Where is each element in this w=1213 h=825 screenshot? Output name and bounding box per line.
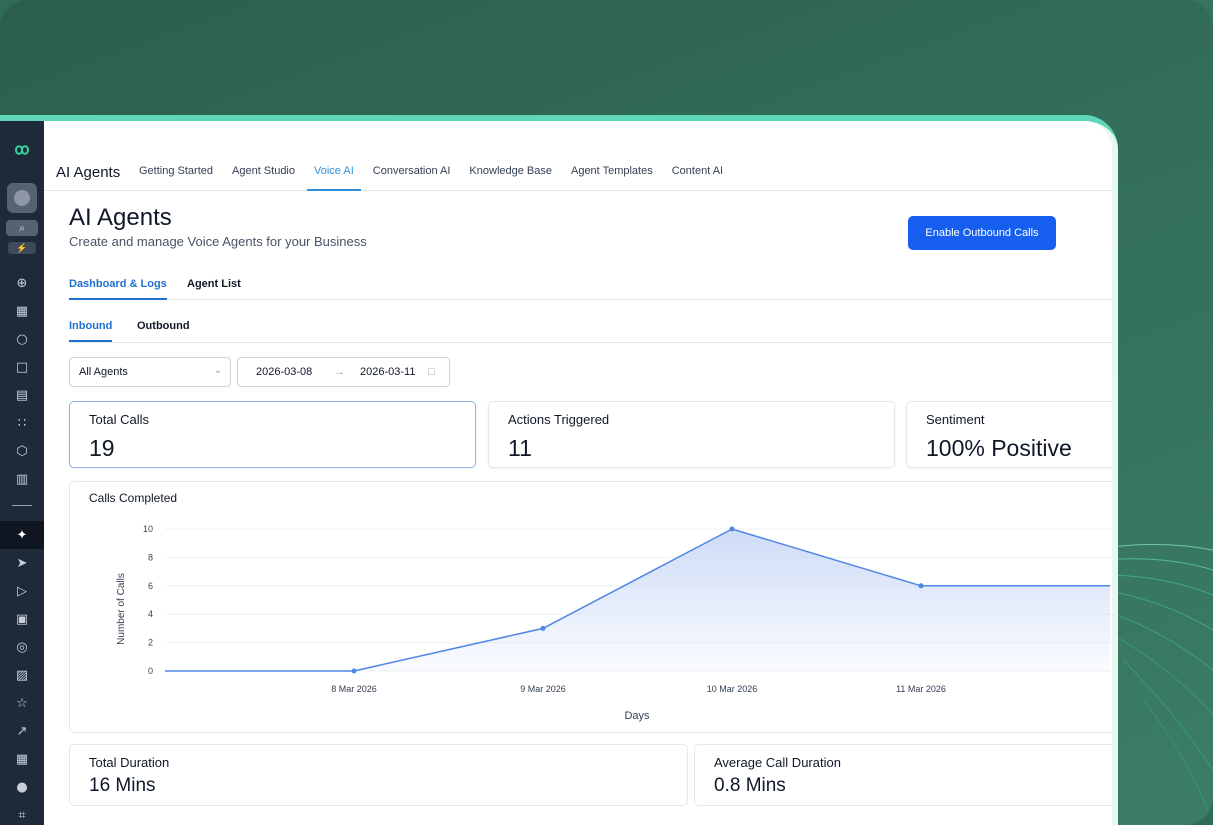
send-icon[interactable]: ➤ (16, 555, 28, 571)
data-point (351, 668, 357, 674)
actions-triggered-card: Actions Triggered 11 (488, 401, 895, 468)
launchpad-icon[interactable]: ⊕ (16, 275, 28, 291)
total-calls-value: 19 (89, 435, 115, 461)
site-icon[interactable]: ▣ (15, 611, 29, 627)
chat-icon[interactable]: ○ (16, 331, 28, 347)
y-tick-label: 0 (148, 666, 153, 676)
tab-dashboard-logs[interactable]: Dashboard & Logs (69, 278, 167, 300)
sentiment-card: Sentiment 100% Positive (906, 401, 1112, 468)
play-icon[interactable]: ▷ (17, 583, 27, 599)
tab-agent-list[interactable]: Agent List (187, 278, 241, 290)
x-axis-label: Days (624, 710, 650, 722)
nav-voice-ai[interactable]: Voice AI (307, 165, 361, 191)
contacts-icon[interactable]: ▤ (15, 387, 29, 403)
y-tick-label: 8 (148, 552, 153, 562)
date-end: 2026-03-11 (360, 366, 416, 378)
enable-outbound-calls-button[interactable]: Enable Outbound Calls (908, 216, 1056, 250)
box-icon[interactable]: ⬡ (16, 443, 28, 459)
calendar-icon: □ (428, 366, 435, 378)
app-window: ⌕ ⚡ ⊕ ▦ ○ □ ▤ ∷ ⬡ ▥ ✦ ➤ ▷ ▣ ◎ ▨ ☆ ↗ ▦ ● … (0, 115, 1118, 825)
frame-icon[interactable]: ⌗ (18, 807, 26, 823)
total-calls-card: Total Calls 19 (69, 401, 476, 468)
y-tick-label: 4 (148, 609, 153, 619)
total-duration-value: 16 Mins (89, 775, 156, 796)
secondary-tabs: Inbound Outbound (69, 320, 1112, 343)
logo-icon (14, 145, 30, 155)
calls-completed-chart: Calls Completed 0 2 4 6 8 10 8 Mar 2026 9 Mar 2… (69, 481, 1112, 733)
sentiment-value: 100% Positive (926, 435, 1072, 461)
ai-sparkle-icon[interactable]: ✦ (16, 527, 28, 543)
series-area (165, 529, 1110, 671)
agent-select[interactable]: All Agents ⌄ (69, 357, 231, 387)
nav-conversation-ai[interactable]: Conversation AI (372, 165, 451, 177)
tab-inbound[interactable]: Inbound (69, 320, 113, 342)
nav-knowledge-base[interactable]: Knowledge Base (469, 165, 552, 177)
calendar-icon[interactable]: □ (15, 359, 29, 375)
y-tick-label: 2 (148, 638, 153, 648)
nav-content-ai[interactable]: Content AI (671, 165, 724, 177)
image-icon[interactable]: ▨ (15, 667, 29, 683)
nav-agent-studio[interactable]: Agent Studio (232, 165, 295, 177)
actions-triggered-value: 11 (508, 435, 532, 461)
search-icon[interactable]: ⌕ (6, 220, 38, 236)
average-call-duration-label: Average Call Duration (714, 755, 841, 770)
sidebar-active-bg (0, 521, 44, 549)
app-title: AI Agents (56, 164, 121, 181)
dashboard-icon[interactable]: ▦ (15, 303, 29, 319)
x-tick-label: 11 Mar 2026 (896, 684, 946, 694)
average-call-duration-card: Average Call Duration 0.8 Mins (694, 744, 1112, 806)
nav-items: Getting Started Agent Studio Voice AI Co… (139, 165, 742, 191)
page-title: AI Agents (69, 204, 172, 231)
tab-outbound[interactable]: Outbound (137, 320, 190, 332)
agent-select-value: All Agents (79, 366, 128, 378)
trend-icon[interactable]: ↗ (16, 723, 28, 739)
nav-agent-templates[interactable]: Agent Templates (570, 165, 653, 177)
data-point (540, 625, 546, 631)
average-call-duration-value: 0.8 Mins (714, 775, 786, 796)
series-line (165, 528, 1110, 672)
chat-bubbles-icon[interactable]: ● (16, 779, 28, 795)
badge-icon[interactable]: ◎ (16, 639, 28, 655)
y-axis-label: Number of Calls (116, 573, 127, 645)
chart-svg: 0 2 4 6 8 10 8 Mar 2026 9 Mar 2026 10 Mar 2026 11… (116, 524, 1112, 722)
x-tick-label: 10 Mar 2026 (707, 684, 758, 694)
sentiment-label: Sentiment (926, 412, 985, 427)
chart-title: Calls Completed (89, 491, 178, 505)
primary-tabs: Dashboard & Logs Agent List (69, 278, 1112, 300)
total-duration-card: Total Duration 16 Mins (69, 744, 688, 806)
avatar-icon[interactable] (7, 183, 37, 213)
data-point (918, 583, 924, 589)
x-tick-label: 9 Mar 2026 (520, 684, 566, 694)
sidebar-divider (12, 505, 32, 506)
actions-triggered-label: Actions Triggered (508, 412, 610, 427)
decorative-streaks (1103, 543, 1213, 811)
bolt-icon[interactable]: ⚡ (8, 242, 36, 254)
page-subtitle: Create and manage Voice Agents for your … (69, 234, 367, 249)
total-calls-label: Total Calls (89, 412, 149, 427)
document-icon[interactable]: ▥ (15, 471, 29, 487)
date-range-picker[interactable]: 2026-03-08 → 2026-03-11 □ (237, 357, 450, 387)
sidebar: ⌕ ⚡ ⊕ ▦ ○ □ ▤ ∷ ⬡ ▥ ✦ ➤ ▷ ▣ ◎ ▨ ☆ ↗ ▦ ● … (0, 121, 44, 825)
y-tick-label: 6 (148, 581, 153, 591)
date-start: 2026-03-08 (256, 366, 313, 378)
workflow-icon[interactable]: ∷ (17, 415, 27, 431)
arrow-right-icon: → (334, 366, 345, 378)
apps-icon[interactable]: ▦ (15, 751, 29, 767)
main-content: AI Agents Getting Started Agent Studio V… (44, 121, 1112, 825)
x-tick-label: 8 Mar 2026 (331, 684, 377, 694)
nav-getting-started[interactable]: Getting Started (139, 165, 213, 177)
chevron-down-icon: ⌄ (213, 365, 222, 376)
data-point (729, 526, 735, 532)
y-tick-label: 10 (143, 524, 153, 534)
total-duration-label: Total Duration (89, 755, 170, 770)
top-nav: AI Agents Getting Started Agent Studio V… (44, 121, 1112, 191)
star-icon[interactable]: ☆ (16, 695, 28, 711)
